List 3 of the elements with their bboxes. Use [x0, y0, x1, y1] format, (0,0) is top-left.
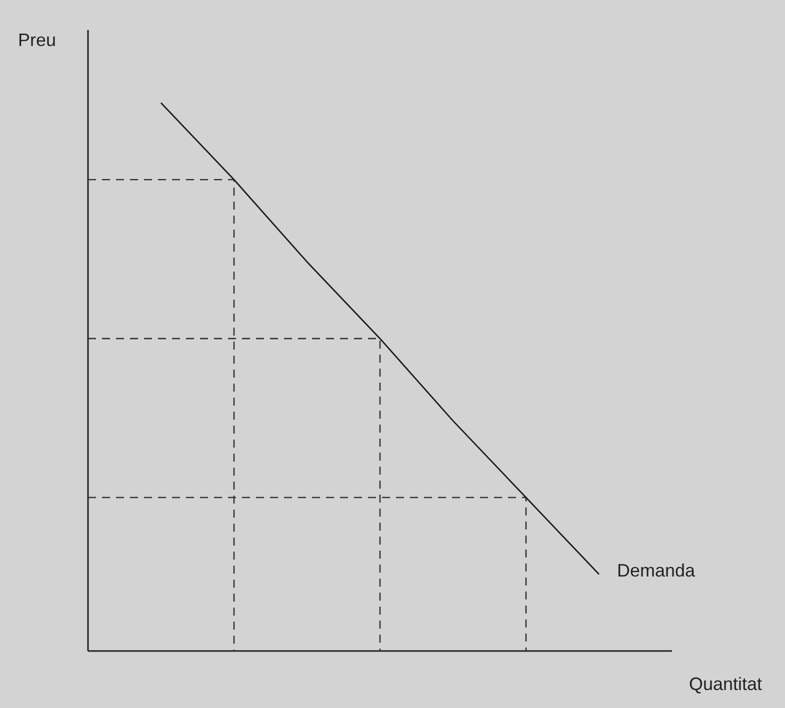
x-axis-title: Quantitat: [688, 674, 762, 694]
series-label: Demanda: [617, 560, 696, 580]
y-axis-title: Preu: [18, 30, 56, 50]
